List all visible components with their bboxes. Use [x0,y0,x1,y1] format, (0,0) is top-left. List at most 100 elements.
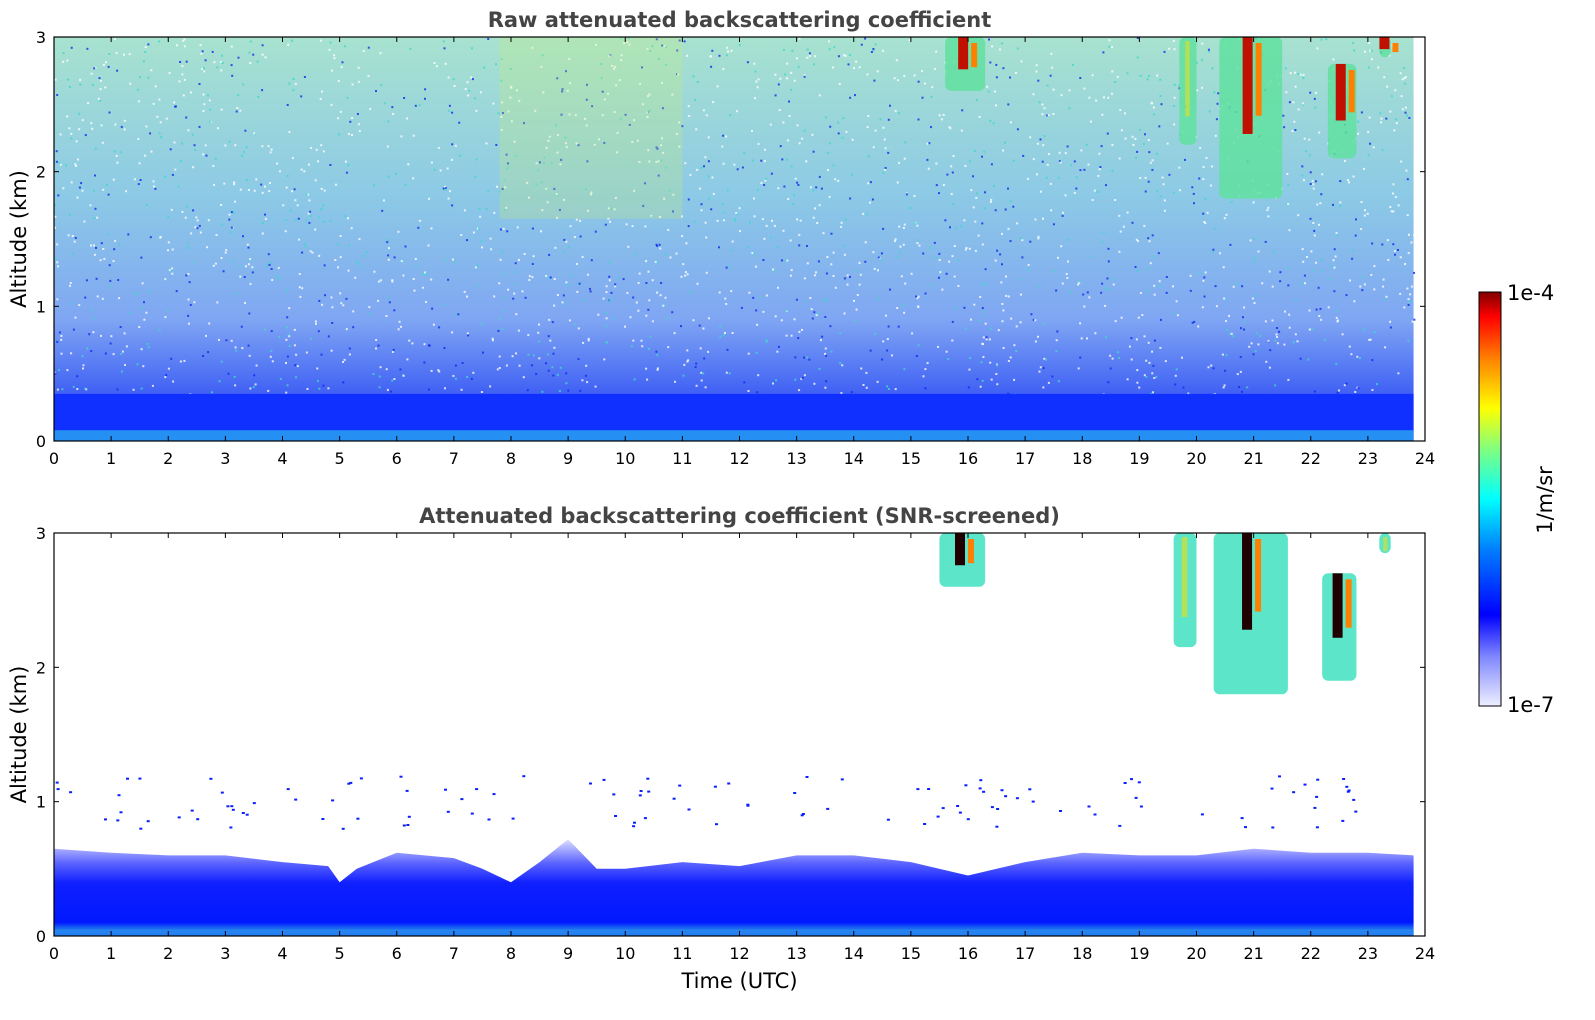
speckle [982,356,985,358]
speckle [1408,233,1410,236]
speckle [391,379,394,382]
speckle [1135,338,1138,341]
speckle [899,245,902,248]
speckle [746,61,749,64]
return-dot [1354,810,1358,813]
speckle [467,94,470,97]
x-tick-label: 22 [1301,449,1321,468]
speckle [56,243,59,246]
speckle [1313,390,1316,393]
speckle [989,327,992,330]
speckle [874,43,877,46]
speckle [632,339,635,342]
return-dot [126,777,129,780]
speckle [1339,201,1342,204]
speckle [1148,361,1151,364]
speckle [501,188,504,190]
speckle [808,54,811,57]
return-dot [801,813,805,815]
return-dot [331,799,335,802]
speckle [550,162,553,165]
speckle [1382,278,1385,281]
speckle [136,363,139,366]
speckle [824,316,827,318]
speckle [753,62,756,65]
speckle [983,207,986,210]
speckle [760,182,763,184]
speckle [78,186,81,189]
speckle [1212,367,1215,370]
speckle [275,275,278,278]
speckle [1174,383,1177,386]
speckle [470,377,473,380]
speckle [1400,160,1403,163]
speckle [1294,333,1297,336]
speckle [1265,360,1268,363]
cloud [1379,37,1399,58]
return-dot [805,776,809,778]
speckle [212,264,215,267]
speckle [980,361,983,364]
speckle [68,127,71,130]
speckle [615,84,618,87]
speckle [667,346,670,349]
x-axis-label: Time (UTC) [680,969,797,993]
speckle [882,171,885,174]
speckle [1136,150,1139,153]
speckle [90,122,93,125]
speckle [261,232,264,235]
speckle [431,307,434,310]
x-tick-label: 10 [615,449,635,468]
speckle [539,161,541,164]
speckle [855,60,858,63]
speckle [979,296,982,298]
return-dot [487,818,491,821]
speckle [644,225,647,228]
speckle [1385,295,1388,298]
speckle [1047,114,1050,117]
speckle [1393,250,1396,253]
speckle [672,210,674,213]
speckle [1243,328,1245,331]
speckle [305,351,308,354]
speckle [796,57,798,60]
speckle [832,66,834,69]
speckle [1282,114,1285,117]
speckle [910,272,913,275]
speckle [65,164,67,167]
speckle [833,46,836,49]
speckle [301,251,304,254]
speckle [170,269,173,272]
cloud-core [1379,37,1390,50]
speckle [1151,350,1154,353]
speckle [605,285,608,288]
speckle [68,213,71,216]
speckle [677,73,679,76]
speckle [1189,274,1192,277]
speckle [981,155,983,158]
speckle [1043,357,1046,360]
speckle [116,69,119,72]
speckle [220,257,223,259]
speckle [719,335,722,338]
cloud-core [1332,573,1343,638]
speckle [492,102,495,105]
speckle [1327,306,1330,309]
speckle [1135,156,1137,159]
speckle [647,347,650,350]
speckle [917,118,920,121]
speckle [842,117,845,120]
speckle [1313,97,1316,100]
speckle [202,355,205,357]
speckle [631,141,634,143]
speckle [123,119,126,122]
speckle [345,328,348,331]
speckle [1285,91,1288,94]
speckle [918,244,921,247]
speckle [113,150,116,153]
speckle [1037,335,1039,338]
speckle [605,317,608,320]
speckle [647,149,650,152]
speckle [801,376,804,379]
speckle [188,281,191,284]
